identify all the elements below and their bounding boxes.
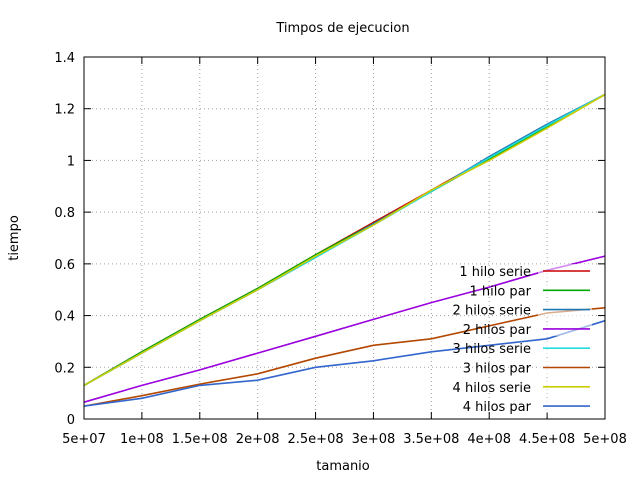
plot-frame: [83, 56, 606, 420]
axes: 0 0.2 0.4 0.6 0.8 1 1.2 1.4 5e+07 1e+08 1.5e+08 2e+…: [54, 51, 627, 447]
y-tick-label: 0.8: [54, 206, 75, 221]
legend-label: 2 hilos par: [463, 323, 532, 338]
y-tick-label: 0: [67, 413, 75, 428]
series-line-6: [83, 307, 606, 407]
legend-label: 3 hilos par: [463, 362, 532, 377]
x-tick-label: 3e+08: [352, 432, 396, 447]
series-lines: [83, 93, 606, 407]
series-line-4: [83, 255, 606, 403]
x-tick-label: 2.5e+08: [288, 432, 344, 447]
y-tick-label: 0.2: [54, 361, 75, 376]
legend-label: 1 hilo par: [469, 284, 531, 299]
x-tick-label: 5e+07: [62, 432, 106, 447]
y-tick-label: 1: [67, 154, 75, 169]
y-tick-label: 1.2: [54, 103, 75, 118]
legend-label: 2 hilos serie: [453, 304, 531, 319]
legend: 1 hilo serie 1 hilo par 2 hilos serie 2 hil…: [453, 264, 592, 415]
series-line-7: [83, 93, 606, 387]
series-line-8: [83, 319, 606, 407]
y-tick-label: 0.6: [54, 258, 75, 273]
legend-label: 3 hilos serie: [453, 342, 531, 357]
x-tick-label: 1.5e+08: [172, 432, 228, 447]
y-tick-label: 1.4: [54, 51, 75, 66]
chart-title: Timpos de ejecucion: [275, 21, 409, 36]
series-line-2: [83, 93, 606, 387]
x-axis-label: tamanio: [316, 459, 370, 474]
x-tick-label: 1e+08: [120, 432, 164, 447]
x-tick-label: 5e+08: [583, 432, 627, 447]
x-tick-label: 2e+08: [236, 432, 280, 447]
legend-label: 1 hilo serie: [459, 265, 531, 280]
y-tick-label: 0.4: [54, 310, 75, 325]
y-axis-label: tiempo: [7, 215, 22, 261]
grid: [84, 57, 605, 419]
x-tick-label: 3.5e+08: [403, 432, 459, 447]
legend-label: 4 hilos serie: [453, 381, 531, 396]
x-tick-label: 4.5e+08: [519, 432, 575, 447]
x-tick-label: 4e+08: [467, 432, 511, 447]
legend-label: 4 hilos par: [463, 400, 532, 415]
